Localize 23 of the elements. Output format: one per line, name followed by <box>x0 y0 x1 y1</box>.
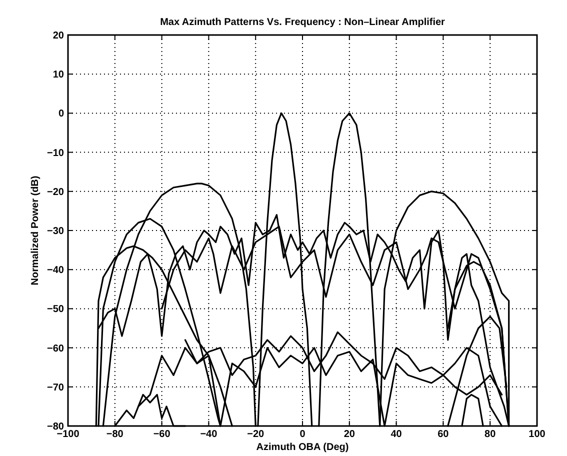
y-tick-label: −20 <box>47 186 64 198</box>
y-tick-label: −50 <box>47 304 64 316</box>
x-tick-label: 40 <box>390 429 402 440</box>
y-axis-title: Normalized Power (dB) <box>30 176 41 286</box>
x-tick-label: −60 <box>153 429 171 440</box>
y-tick-label: 20 <box>52 30 64 42</box>
x-tick-label: 100 <box>528 429 546 440</box>
y-tick-label: −30 <box>47 226 64 237</box>
chart-title: Max Azimuth Patterns Vs. Frequency : Non–Linear Amplifier <box>160 17 446 28</box>
y-tick-label: −60 <box>47 343 64 354</box>
y-tick-label: 10 <box>52 70 64 81</box>
x-tick-label: −20 <box>247 429 265 440</box>
x-tick-label: −80 <box>106 429 124 440</box>
y-tick-label: −40 <box>47 265 64 276</box>
x-tick-label: −40 <box>200 429 218 440</box>
y-tick-label: 0 <box>58 108 64 120</box>
y-tick-label: −70 <box>47 382 64 394</box>
x-tick-label: 0 <box>300 429 306 440</box>
x-tick-label: 60 <box>438 429 450 440</box>
x-tick-label: 20 <box>344 429 356 440</box>
x-tick-label: 80 <box>484 429 496 440</box>
x-axis-title: Azimuth OBA (Deg) <box>256 442 349 453</box>
y-tick-label: −10 <box>47 148 64 159</box>
